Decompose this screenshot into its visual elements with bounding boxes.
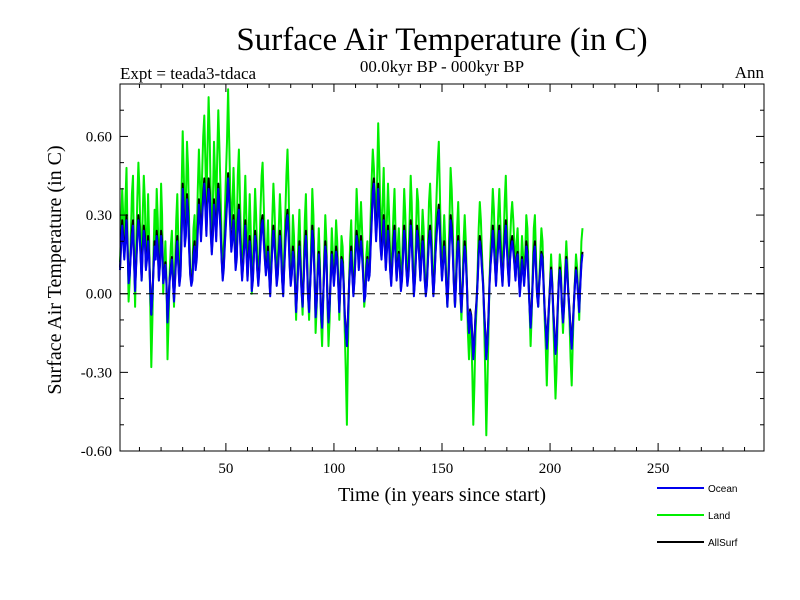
y-tick-label: 0.00 xyxy=(86,287,112,303)
legend-label-allsurf: AllSurf xyxy=(708,538,738,549)
axis-ticks xyxy=(120,83,764,452)
legend: Ocean Land AllSurf xyxy=(657,484,738,549)
legend-label-ocean: Ocean xyxy=(708,484,737,495)
y-tick-label: 0.60 xyxy=(86,129,112,145)
chart-subtitle: 00.0kyr BP - 000kyr BP xyxy=(360,57,524,76)
x-tick-label: 50 xyxy=(218,461,233,477)
x-axis-tick-labels: 50 100 150 200 250 xyxy=(218,461,669,477)
legend-label-land: Land xyxy=(708,511,730,522)
y-axis-label: Surface Air Temperature (in C) xyxy=(44,145,66,394)
y-tick-label: 0.30 xyxy=(86,208,112,224)
experiment-label: Expt = teada3-tdaca xyxy=(120,64,257,83)
y-axis-tick-labels: -0.60 -0.30 0.00 0.30 0.60 xyxy=(81,129,112,460)
y-tick-label: -0.30 xyxy=(81,365,112,381)
chart-title: Surface Air Temperature (in C) xyxy=(236,22,647,58)
plot-frame xyxy=(119,83,765,452)
x-tick-label: 100 xyxy=(323,461,346,477)
x-axis-label: Time (in years since start) xyxy=(338,484,546,506)
x-tick-label: 200 xyxy=(539,461,562,477)
season-label: Ann xyxy=(735,63,765,82)
plot-area xyxy=(119,83,765,452)
x-tick-label: 150 xyxy=(431,461,454,477)
x-tick-label: 250 xyxy=(647,461,670,477)
series-line-ocean xyxy=(119,177,584,361)
y-tick-label: -0.60 xyxy=(81,444,112,460)
series-layer xyxy=(119,88,584,437)
